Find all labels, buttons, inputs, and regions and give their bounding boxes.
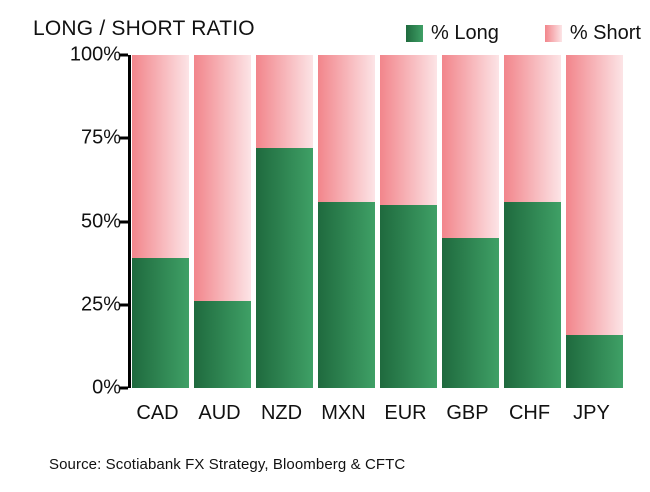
legend-label-long: % Long: [431, 22, 499, 44]
legend-swatch-long-icon: [406, 25, 423, 42]
y-axis-tick: [120, 386, 128, 390]
x-axis-label-gbp: GBP: [446, 402, 489, 424]
plot-area: [120, 53, 623, 390]
bar-segment-short-eur: [380, 55, 437, 205]
bar-segment-short-cad: [132, 55, 189, 259]
legend: % Long % Short: [406, 22, 641, 45]
bar-segment-long-mxn: [318, 201, 375, 388]
bar-segment-long-gbp: [442, 238, 499, 388]
legend-item-short: % Short: [544, 22, 641, 45]
x-axis-label-mxn: MXN: [321, 402, 366, 424]
bar-segment-short-mxn: [318, 55, 375, 202]
bar-segment-short-nzd: [256, 55, 313, 149]
y-axis-tick: [120, 220, 128, 223]
bar-segment-long-cad: [132, 258, 189, 388]
legend-swatch-short-icon: [544, 25, 562, 42]
legend-label-short: % Short: [569, 22, 641, 44]
bar-gbp: [442, 55, 499, 388]
bar-segment-long-chf: [504, 201, 561, 388]
bar-segment-long-aud: [194, 301, 251, 388]
x-axis-label-eur: EUR: [384, 402, 427, 424]
bar-segment-long-jpy: [566, 334, 623, 388]
x-axis-label-nzd: NZD: [260, 402, 303, 424]
bar-segment-long-eur: [380, 204, 437, 388]
y-axis-label: 25%: [80, 293, 121, 316]
bar-eur: [380, 55, 437, 388]
x-labels: CAD AUD NZD MXN EUR GBP CHF JPY: [129, 402, 623, 425]
bar-segment-short-jpy: [566, 55, 623, 335]
bars: [132, 55, 623, 388]
y-axis-label: 50%: [80, 210, 121, 232]
bar-nzd: [256, 55, 313, 388]
x-axis-label-cad: CAD: [136, 402, 179, 424]
y-axis-label: 75%: [80, 126, 121, 149]
source-note: Source: Scotiabank FX Strategy, Bloomber…: [49, 456, 406, 473]
y-axis-labels: 100% 75% 50% 25% 0%: [0, 44, 121, 399]
bar-segment-short-gbp: [442, 55, 499, 239]
bar-segment-short-aud: [194, 55, 251, 302]
bar-segment-long-nzd: [256, 148, 313, 388]
y-axis-label: 0%: [92, 376, 121, 399]
bar-jpy: [566, 55, 623, 388]
bar-segment-short-chf: [504, 55, 561, 202]
chart-title: LONG / SHORT RATIO: [33, 17, 255, 40]
bar-cad: [132, 55, 189, 388]
bar-chf: [504, 55, 561, 388]
bar-mxn: [318, 55, 375, 388]
x-axis-label-aud: AUD: [198, 402, 241, 424]
x-axis-label-chf: CHF: [508, 402, 551, 424]
legend-item-long: % Long: [406, 22, 499, 45]
y-axis-tick: [120, 136, 128, 140]
y-axis-tick: [120, 53, 128, 57]
y-axis-label: 100%: [69, 43, 121, 66]
bar-aud: [194, 55, 251, 388]
x-axis-label-jpy: JPY: [573, 402, 610, 424]
y-axis-tick: [120, 303, 128, 307]
